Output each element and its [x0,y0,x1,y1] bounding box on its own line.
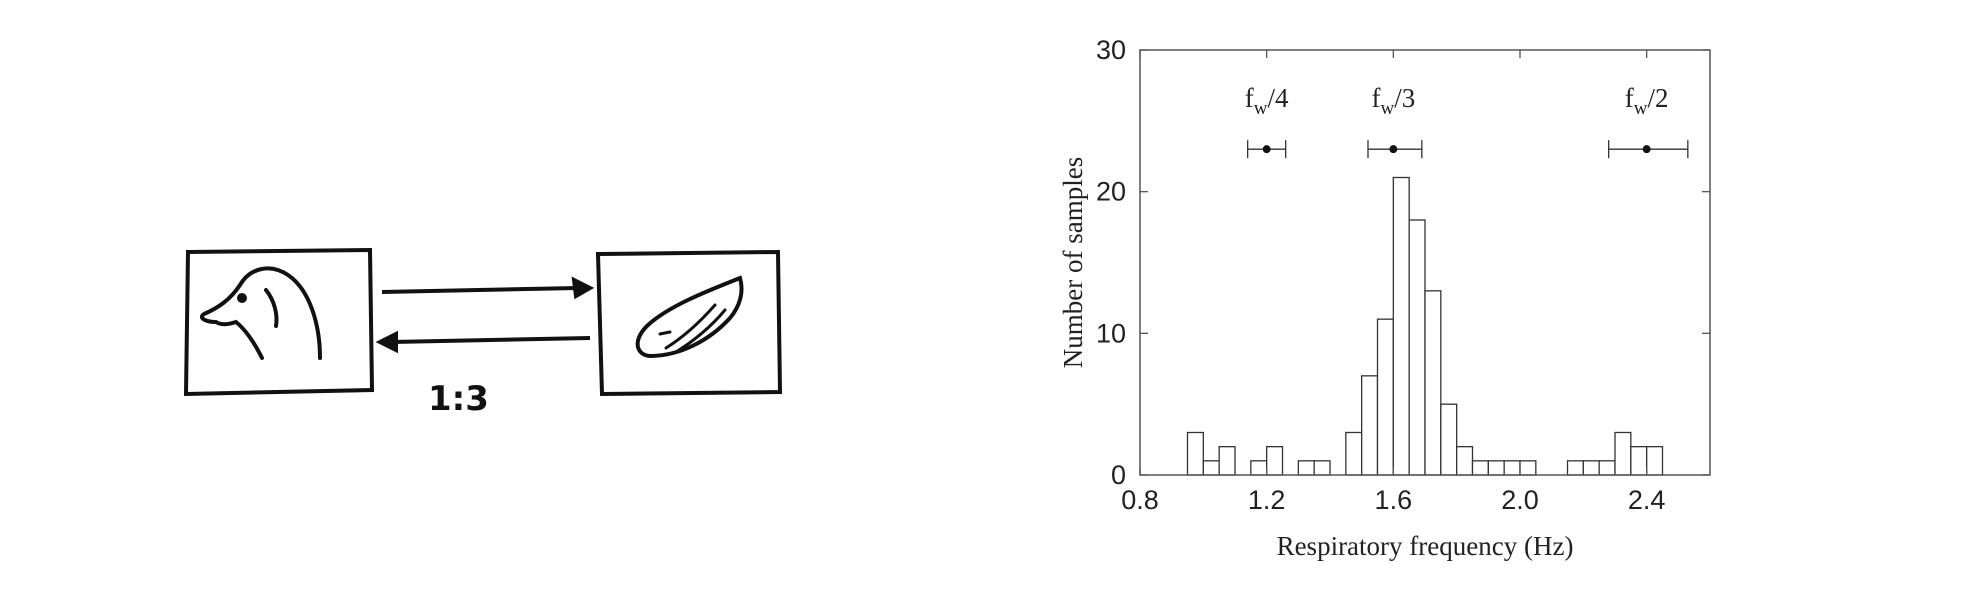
ticks-group: 0.8 1.2 1.6 2.0 2.4 0 10 20 30 [1096,35,1710,515]
histogram-bar-18 [1519,460,1537,476]
x-tick-label-3: 2.0 [1501,485,1539,515]
histogram-bar-5 [1297,460,1315,476]
sketch-svg: 1:3 [183,247,783,419]
duck-head-icon [199,266,322,360]
histogram-bar-17 [1503,460,1521,476]
errorbar-point-2 [1642,145,1651,154]
annotation-label-2: fw/2 [1625,83,1669,119]
wing-icon [635,275,744,359]
x-axis-label: Respiratory frequency (Hz) [1277,531,1574,561]
ratio-label: 1:3 [428,379,489,419]
histogram-svg: fw/4 fw/3 fw/2 0.8 1.2 1.6 2.0 2.4 0 10 20 30 Resp… [1058,35,1711,561]
x-tick-label-2: 1.6 [1375,485,1413,515]
histogram-bar-8 [1361,375,1379,476]
histogram-bar-13 [1440,403,1458,476]
y-axis-label: Number of samples [1058,157,1088,368]
histogram-bar-0 [1186,431,1204,476]
y-tick-label-2: 20 [1096,177,1126,207]
x-tick-label-0: 0.8 [1121,485,1159,515]
errorbar-point-1 [1389,145,1398,154]
bars-group [1186,176,1664,476]
wing-box [595,249,783,397]
histogram-bar-20 [1582,460,1600,476]
annotations-group: fw/4 fw/3 fw/2 [1245,83,1689,159]
errorbar-point-0 [1262,145,1271,154]
annotation-label-0: fw/4 [1245,83,1289,119]
histogram-bar-15 [1471,460,1489,476]
x-tick-label-4: 2.4 [1628,485,1666,515]
histogram-bar-12 [1424,290,1442,476]
y-tick-label-1: 10 [1096,318,1126,348]
histogram-bar-22 [1614,431,1632,476]
annotation-label-1: fw/3 [1371,83,1415,119]
x-tick-label-1: 1.2 [1248,485,1286,515]
histogram-bar-9 [1376,318,1394,476]
histogram-bar-14 [1456,446,1474,476]
histogram-bar-2 [1218,446,1236,476]
backward-arrow [375,330,591,354]
histogram-bar-23 [1630,446,1648,476]
coupling-sketch: 1:3 [170,230,850,430]
histogram-bar-7 [1345,431,1363,476]
histogram-bar-24 [1646,446,1664,476]
histogram-bar-1 [1202,460,1220,476]
forward-arrow [381,276,595,300]
histogram-bar-10 [1392,176,1410,476]
histogram-bar-19 [1566,460,1584,476]
histogram-bar-3 [1250,460,1268,476]
histogram-bar-6 [1313,460,1331,476]
head-box [183,247,375,397]
histogram-bar-21 [1598,460,1616,476]
plot-frame [1139,49,1711,476]
y-tick-label-0: 0 [1111,460,1126,490]
histogram-bar-11 [1408,219,1426,476]
histogram-chart: fw/4 fw/3 fw/2 0.8 1.2 1.6 2.0 2.4 0 10 20 30 Resp… [1020,20,1740,580]
histogram-bar-16 [1487,460,1505,476]
y-tick-label-3: 30 [1096,35,1126,65]
histogram-bar-4 [1266,446,1284,476]
